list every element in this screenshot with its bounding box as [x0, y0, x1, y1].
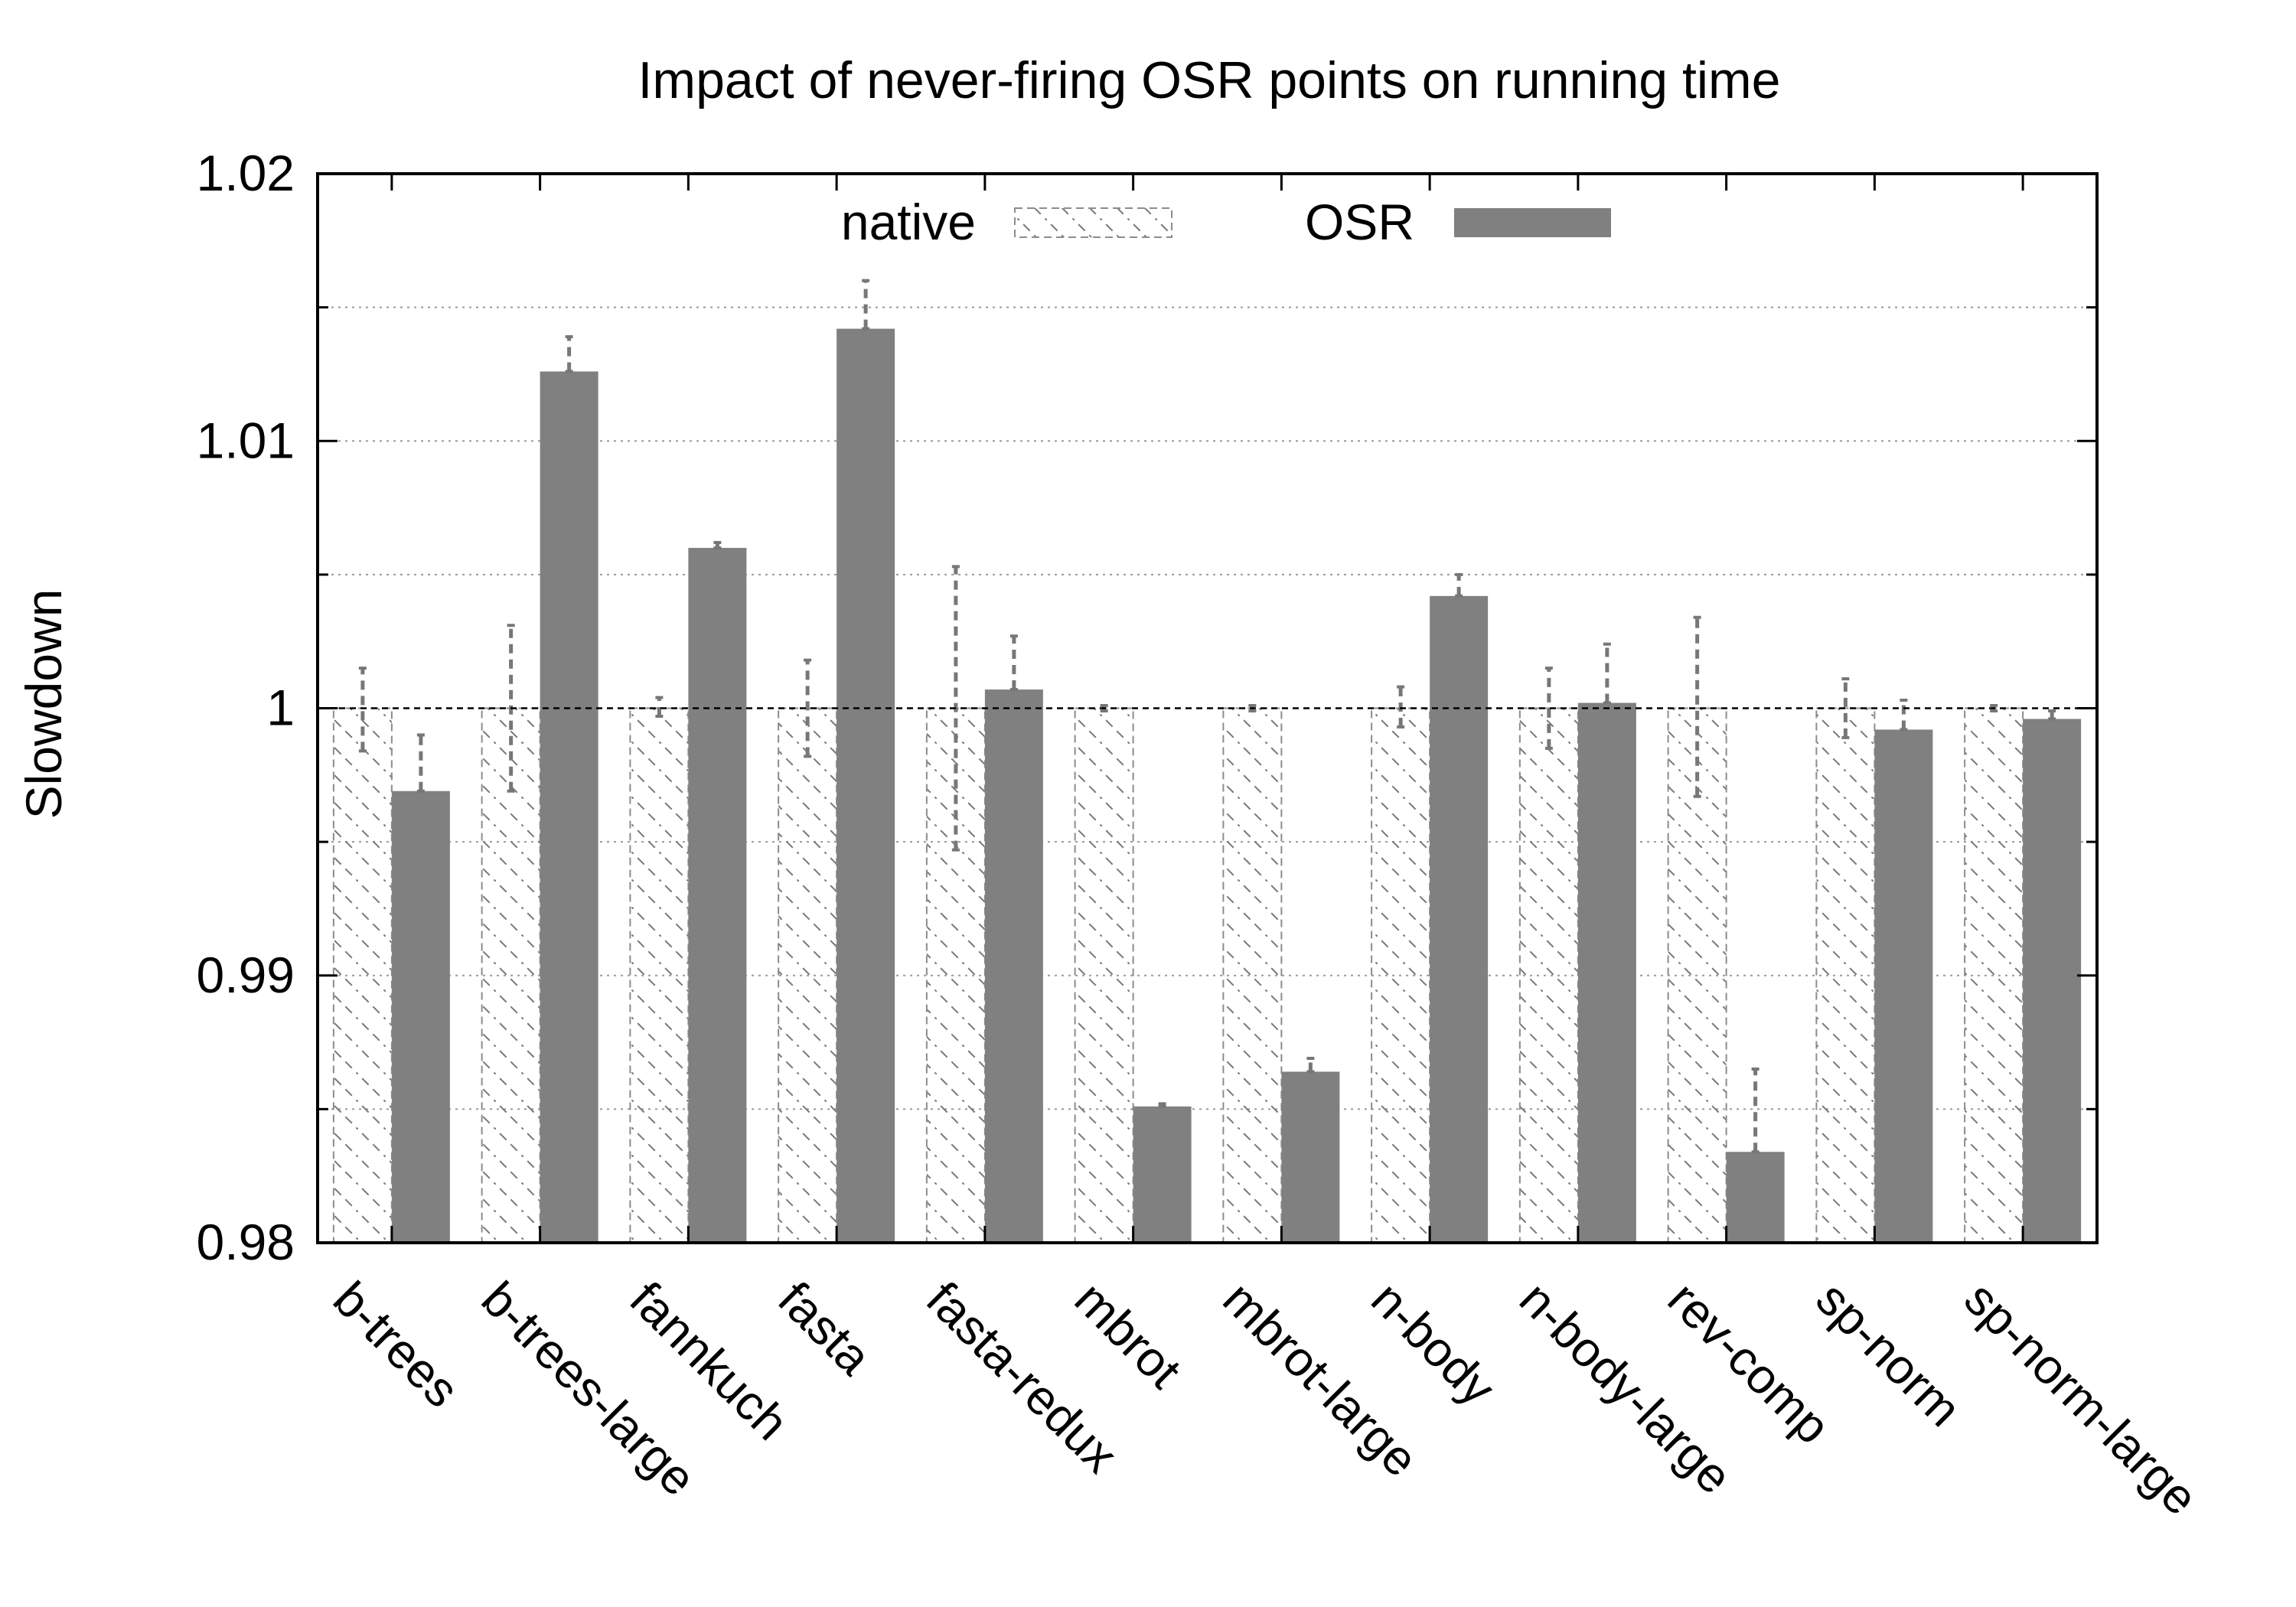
legend-label-native: native [841, 194, 976, 250]
bar-osr [2023, 719, 2082, 1243]
bar-osr [1726, 1152, 1785, 1243]
x-tick-label: n-body [1361, 1271, 1505, 1416]
y-tick-label: 1.01 [197, 412, 295, 468]
bar-native [1815, 707, 1876, 1244]
bar-osr [1577, 702, 1636, 1243]
bar-osr [688, 547, 747, 1243]
legend: native OSR [841, 194, 1611, 250]
legend-swatch-osr [1454, 208, 1611, 237]
bar-osr [540, 371, 598, 1243]
error-bars [358, 279, 2056, 1154]
grid-lines [318, 306, 2097, 1110]
legend-swatch-native [1014, 207, 1172, 238]
y-tick-label: 1.02 [197, 145, 295, 201]
y-tick-label: 0.98 [197, 1214, 295, 1270]
bar-native [1222, 707, 1283, 1244]
bar-native [778, 707, 838, 1244]
bar-osr [984, 689, 1043, 1243]
chart-title: Impact of never-firing OSR points on run… [638, 51, 1781, 109]
bar-native [1371, 707, 1431, 1244]
bar-osr [1874, 729, 1933, 1243]
y-axis-label: Slowdown [15, 589, 72, 820]
bar-native [1518, 707, 1579, 1244]
bars [332, 328, 2082, 1244]
x-tick-label: fasta [768, 1271, 882, 1385]
y-tick-label: 0.99 [197, 947, 295, 1003]
bar-native [481, 707, 541, 1244]
bar-native [629, 707, 690, 1244]
x-tick-label: sp-norm-large [1954, 1271, 2209, 1526]
bar-osr [1281, 1071, 1340, 1243]
x-tick-label: b-trees [323, 1271, 470, 1418]
bar-native [1074, 707, 1134, 1244]
bar-native [1964, 707, 2024, 1244]
legend-label-osr: OSR [1305, 194, 1414, 250]
bar-osr [837, 328, 895, 1244]
bar-osr [1430, 595, 1489, 1243]
y-axis: 0.98 0.99 1 1.01 1.02 [197, 145, 2097, 1270]
bar-native [332, 707, 393, 1244]
bar-osr [391, 790, 450, 1243]
bar-osr [1133, 1106, 1192, 1243]
x-tick-label: mbrot [1065, 1271, 1192, 1399]
y-tick-label: 1 [266, 680, 295, 736]
